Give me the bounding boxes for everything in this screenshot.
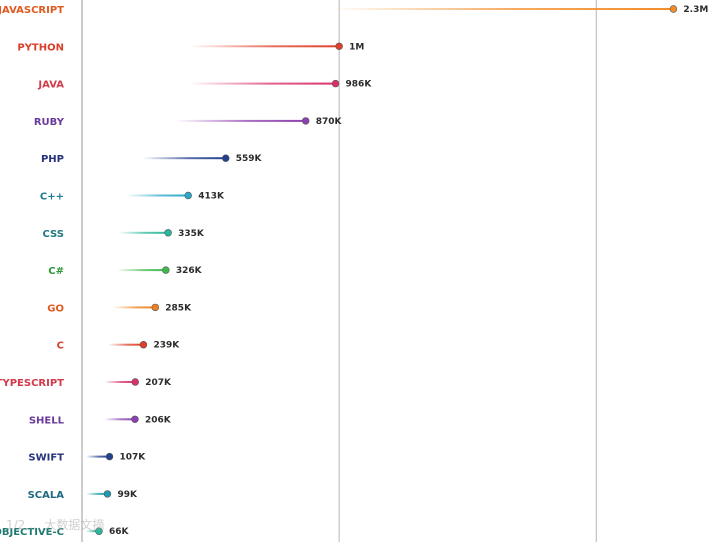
- value-label: 986K: [346, 80, 373, 90]
- category-label: C#: [48, 266, 64, 277]
- bar: [142, 157, 226, 160]
- bar-end-point: [139, 341, 148, 349]
- category-label: SHELL: [29, 415, 65, 426]
- bars: [86, 5, 678, 535]
- bar-end-point: [105, 452, 114, 461]
- category-label: C++: [40, 192, 64, 203]
- value-label: 335K: [178, 229, 205, 239]
- value-label: 239K: [153, 341, 180, 351]
- bar: [118, 231, 169, 234]
- category-label: JAVASCRIPT: [0, 5, 64, 16]
- value-label: 66K: [109, 527, 130, 537]
- value-labels: 2.3M 1M 986K 870K 559K 413K 335K 326K 285K 239K 20…: [109, 5, 708, 537]
- bar-end-point: [162, 266, 170, 274]
- value-label: 285K: [165, 303, 192, 313]
- bar-end-point: [164, 229, 172, 237]
- category-labels: JAVASCRIPT PYTHON JAVA RUBY PHP C++ CSS C# GO C TY…: [0, 5, 65, 538]
- bar: [175, 119, 306, 122]
- bar: [330, 8, 674, 10]
- value-label: 2.3M: [683, 5, 708, 15]
- bar: [117, 269, 166, 272]
- category-label: PYTHON: [17, 42, 64, 53]
- value-label: 326K: [176, 266, 203, 276]
- value-label: 99K: [117, 490, 138, 500]
- category-label: PHP: [41, 154, 64, 165]
- value-label: 107K: [120, 453, 147, 463]
- value-label: 1M: [349, 42, 364, 52]
- category-label: TYPESCRIPT: [0, 378, 64, 389]
- bar-end-point: [131, 415, 139, 423]
- category-label: JAVA: [37, 80, 64, 91]
- value-label: 206K: [145, 415, 172, 425]
- bar: [126, 194, 189, 197]
- bar: [104, 381, 136, 383]
- category-label: OBJECTIVE-C: [0, 527, 64, 538]
- bar: [190, 45, 340, 48]
- value-label: 413K: [198, 192, 225, 202]
- category-label: RUBY: [34, 117, 65, 128]
- bar-end-point: [335, 42, 343, 50]
- bar-end-point: [95, 527, 103, 535]
- category-label: CSS: [43, 229, 64, 240]
- bar-end-point: [103, 490, 112, 498]
- value-label: 870K: [316, 117, 343, 127]
- category-label: SWIFT: [28, 453, 64, 464]
- bar: [188, 82, 336, 85]
- bar: [86, 530, 99, 533]
- category-label: SCALA: [28, 490, 65, 501]
- bar-end-point: [222, 154, 230, 162]
- bar-end-point: [302, 117, 310, 125]
- value-label: 559K: [236, 154, 263, 164]
- bar: [104, 418, 135, 421]
- bar: [86, 492, 108, 495]
- bar: [112, 306, 156, 309]
- bar-end-point: [184, 191, 192, 200]
- category-label: C: [57, 341, 64, 352]
- bar: [86, 455, 110, 458]
- bar-end-point: [151, 303, 159, 312]
- bar-end-point: [669, 5, 678, 13]
- value-label: 207K: [145, 378, 172, 388]
- bar-end-point: [331, 79, 340, 88]
- bar: [107, 343, 144, 346]
- grid: [81, 0, 597, 542]
- category-label: GO: [47, 303, 64, 314]
- bar-end-point: [131, 378, 139, 386]
